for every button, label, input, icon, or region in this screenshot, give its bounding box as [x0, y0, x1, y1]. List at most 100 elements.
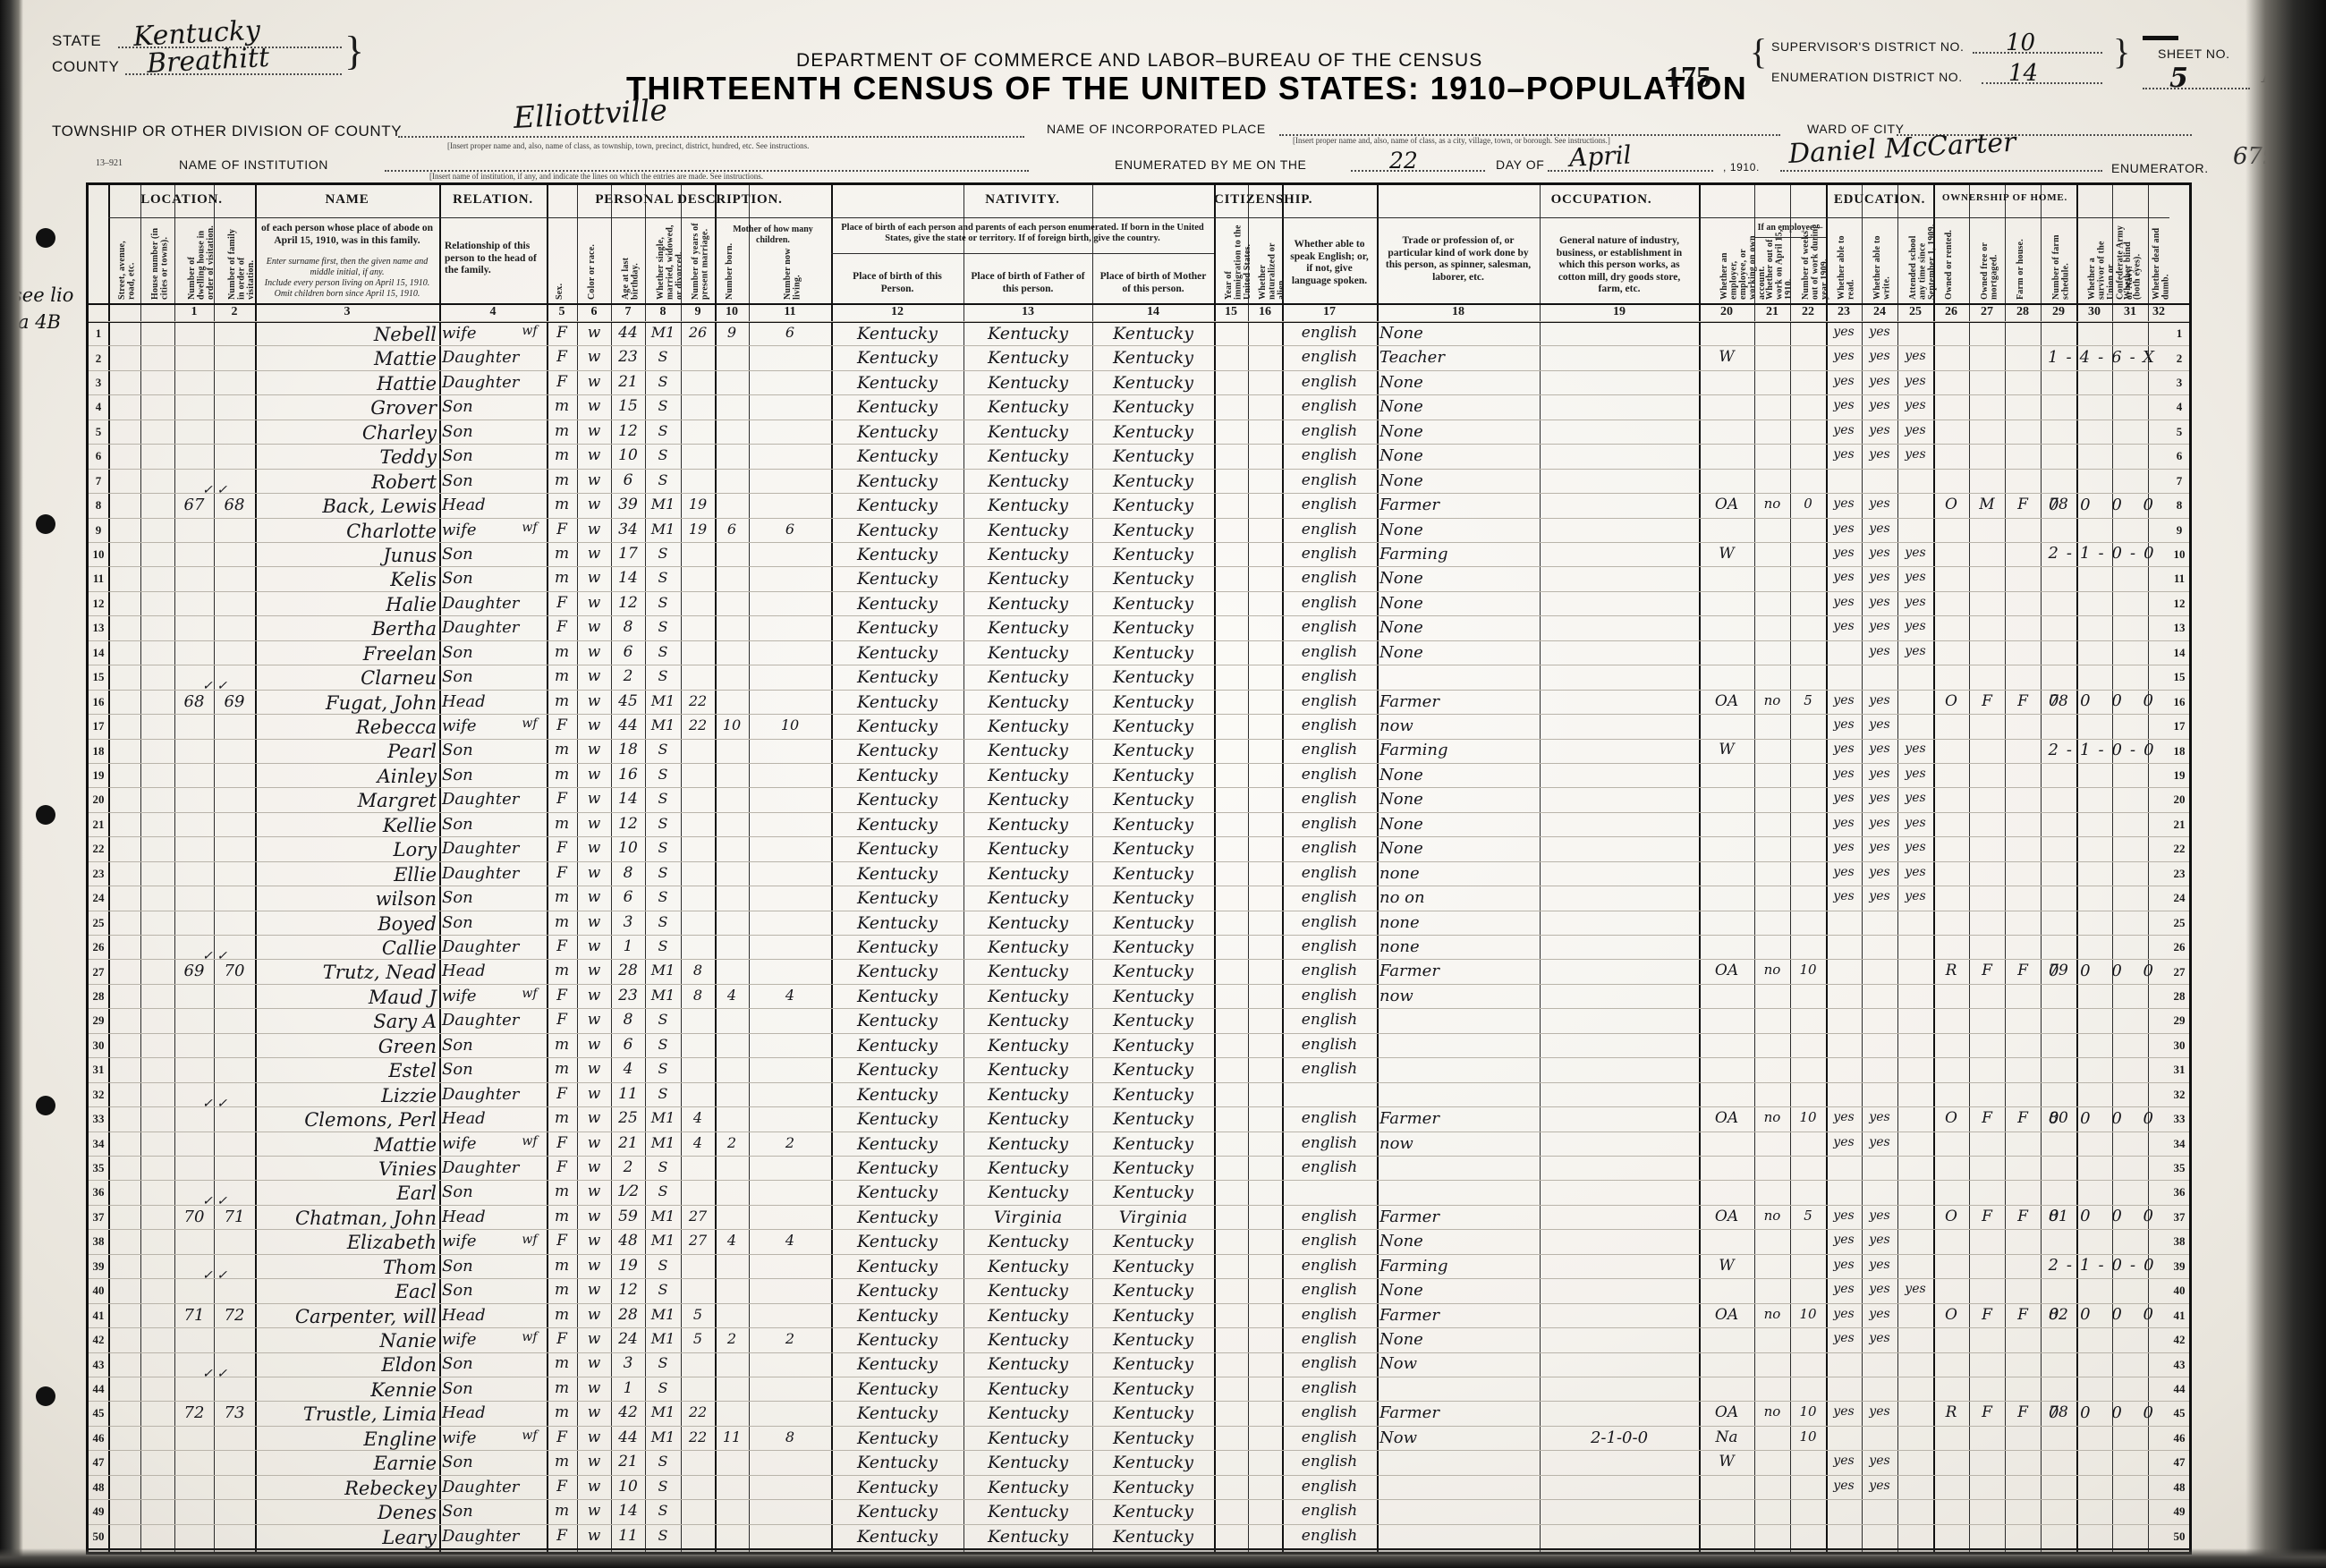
cell-birthplace[interactable]: Kentucky: [857, 765, 938, 785]
cell-can-read[interactable]: yes: [1833, 717, 1855, 732]
cell-marital-status[interactable]: S: [658, 888, 668, 906]
cell-birthplace-father[interactable]: Kentucky: [988, 1232, 1068, 1252]
cell-attended-school[interactable]: yes: [1905, 422, 1926, 437]
cell-marital-status[interactable]: S: [658, 1281, 668, 1299]
cell-employer-class[interactable]: OA: [1714, 1109, 1739, 1127]
cell-relation[interactable]: Son: [442, 446, 473, 466]
cell-owned-free-mortgaged[interactable]: F: [1982, 1403, 1992, 1422]
cell-marital-status[interactable]: M1: [650, 986, 675, 1004]
cell-marital-status[interactable]: S: [658, 642, 668, 660]
cell-birthplace-father[interactable]: Kentucky: [988, 421, 1068, 442]
cell-occupation[interactable]: None: [1379, 1281, 1423, 1301]
cell-birthplace-father[interactable]: Kentucky: [988, 1060, 1068, 1081]
cell-birthplace-mother[interactable]: Kentucky: [1113, 1526, 1193, 1547]
cell-age[interactable]: 6: [623, 888, 633, 907]
cell-language[interactable]: english: [1301, 765, 1358, 784]
cell-employer-class[interactable]: OA: [1714, 496, 1739, 513]
cell-race[interactable]: w: [587, 1256, 601, 1275]
cell-employer-class[interactable]: OA: [1714, 691, 1739, 710]
cell-race[interactable]: w: [587, 1526, 601, 1545]
cell-language[interactable]: english: [1301, 741, 1358, 759]
cell-person-name[interactable]: Ainley: [377, 765, 437, 787]
cell-age[interactable]: 1: [623, 937, 633, 955]
cell-birthplace[interactable]: Kentucky: [857, 1378, 938, 1399]
cell-birthplace-father[interactable]: Kentucky: [988, 1502, 1068, 1522]
cell-attended-school[interactable]: yes: [1905, 398, 1926, 413]
cell-age[interactable]: 12: [618, 421, 638, 440]
cell-attended-school[interactable]: yes: [1905, 570, 1926, 585]
cell-weeks-out-of-work[interactable]: 10: [1799, 1109, 1817, 1125]
cell-owned-free-mortgaged[interactable]: F: [1982, 691, 1992, 710]
cell-marital-status[interactable]: S: [658, 765, 668, 783]
cell-birthplace-father[interactable]: Kentucky: [988, 1035, 1068, 1055]
cell-owned-rented[interactable]: O: [1945, 496, 1957, 513]
cell-language[interactable]: english: [1301, 1305, 1358, 1324]
cell-language[interactable]: english: [1301, 912, 1358, 931]
cell-can-read[interactable]: yes: [1833, 619, 1855, 634]
cell-farm-schedule-number[interactable]: 79: [2049, 962, 2068, 980]
county-value[interactable]: Breathitt: [146, 41, 270, 80]
cell-age[interactable]: 18: [618, 741, 638, 759]
cell-years-married[interactable]: 19: [688, 520, 708, 538]
cell-race[interactable]: w: [587, 372, 601, 391]
cell-occupation[interactable]: Teacher: [1379, 348, 1445, 368]
cell-birthplace[interactable]: Kentucky: [857, 1256, 938, 1276]
cell-birthplace-mother[interactable]: Kentucky: [1113, 1477, 1193, 1497]
cell-person-name[interactable]: Mattie: [373, 1133, 437, 1156]
cell-language[interactable]: english: [1301, 1428, 1358, 1446]
cell-birthplace-mother[interactable]: Kentucky: [1113, 667, 1193, 688]
cell-occupation[interactable]: none: [1379, 863, 1420, 883]
cell-coded-values[interactable]: 1-4-6-X: [2048, 347, 2162, 367]
cell-birthplace[interactable]: Kentucky: [857, 741, 938, 761]
cell-marital-status[interactable]: M1: [650, 962, 675, 979]
cell-birthplace-father[interactable]: Kentucky: [988, 1428, 1068, 1448]
cell-occupation[interactable]: Farmer: [1379, 1207, 1439, 1226]
cell-birthplace[interactable]: Kentucky: [857, 348, 938, 369]
cell-coded-values[interactable]: 0 0 0 0: [2049, 961, 2161, 980]
cell-occupation[interactable]: None: [1379, 397, 1423, 417]
cell-sex[interactable]: m: [554, 642, 570, 661]
cell-language[interactable]: english: [1301, 1330, 1358, 1348]
cell-age[interactable]: 8: [623, 1011, 633, 1030]
cell-language[interactable]: english: [1301, 1502, 1358, 1521]
cell-relation[interactable]: Daughter: [442, 937, 520, 956]
cell-birthplace-mother[interactable]: Kentucky: [1113, 618, 1193, 639]
cell-person-name[interactable]: Pearl: [387, 741, 437, 763]
cell-marital-status[interactable]: S: [658, 372, 668, 390]
cell-can-read[interactable]: yes: [1833, 1331, 1855, 1345]
cell-language[interactable]: english: [1301, 520, 1358, 538]
cell-can-write[interactable]: yes: [1869, 815, 1890, 830]
cell-person-name[interactable]: Rebecca: [355, 716, 437, 738]
cell-out-of-work[interactable]: no: [1763, 962, 1781, 979]
cell-relation[interactable]: Head: [442, 496, 486, 514]
cell-age[interactable]: 14: [618, 569, 638, 588]
cell-person-name[interactable]: Elizabeth: [346, 1232, 437, 1254]
cell-birthplace-father[interactable]: Kentucky: [988, 323, 1068, 343]
cell-coded-values[interactable]: 0 0 0 0: [2049, 1403, 2161, 1422]
cell-weeks-out-of-work[interactable]: 10: [1799, 962, 1817, 979]
cell-age[interactable]: 23: [618, 986, 638, 1004]
cell-language[interactable]: english: [1301, 691, 1358, 710]
cell-birthplace-mother[interactable]: Kentucky: [1113, 1256, 1193, 1276]
cell-race[interactable]: w: [587, 839, 601, 858]
cell-relation-mark[interactable]: wf: [522, 1232, 538, 1247]
cell-visit-check[interactable]: ✓ ✓: [202, 1096, 227, 1111]
cell-language[interactable]: english: [1301, 962, 1358, 980]
cell-person-name[interactable]: Earl: [396, 1182, 437, 1205]
cell-marital-status[interactable]: M1: [650, 716, 675, 733]
cell-can-write[interactable]: yes: [1869, 766, 1890, 781]
cell-occupation[interactable]: None: [1379, 323, 1423, 343]
cell-relation[interactable]: Son: [442, 397, 473, 417]
cell-can-read[interactable]: yes: [1833, 1282, 1855, 1297]
cell-can-read[interactable]: yes: [1833, 1404, 1855, 1420]
cell-language[interactable]: english: [1301, 397, 1358, 416]
cell-occupation[interactable]: no on: [1379, 888, 1425, 908]
cell-can-read[interactable]: yes: [1833, 398, 1855, 413]
cell-can-write[interactable]: yes: [1869, 570, 1890, 585]
cell-language[interactable]: english: [1301, 1060, 1358, 1079]
cell-person-name[interactable]: wilson: [375, 888, 437, 911]
cell-relation[interactable]: Head: [442, 1403, 486, 1423]
cell-age[interactable]: 44: [618, 716, 638, 734]
cell-race[interactable]: w: [587, 348, 601, 367]
cell-marital-status[interactable]: S: [658, 863, 668, 881]
